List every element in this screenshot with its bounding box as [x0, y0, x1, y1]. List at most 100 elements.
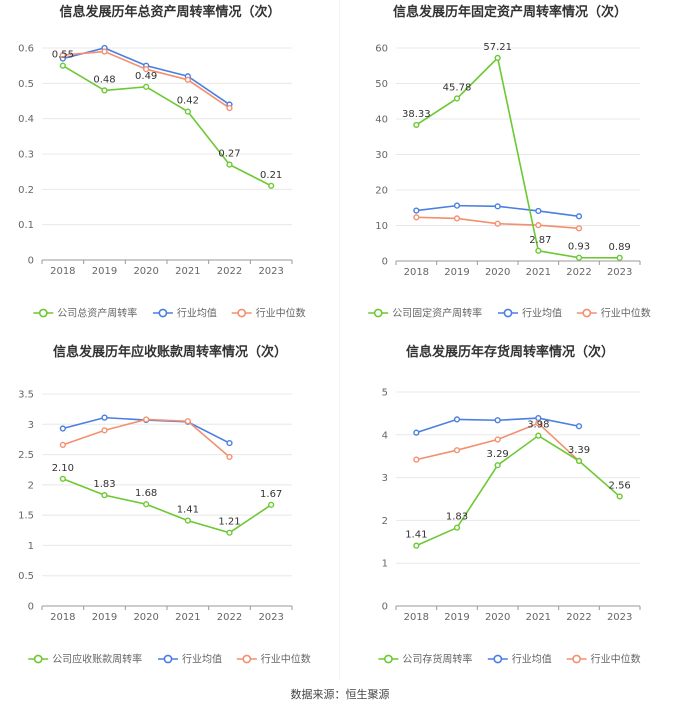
chart-title: 信息发展历年应收账款周转率情况（次）: [53, 344, 287, 360]
data-point: [575, 254, 583, 261]
x-tick-label: 2019: [92, 266, 117, 277]
data-label: 2.56: [609, 480, 631, 491]
x-tick-label: 2018: [404, 612, 429, 623]
chart-panel-inventory-turnover: 信息发展历年存货周转率情况（次） 0 1 2 3 4 5 2018 2019 2020 2021 20…: [340, 340, 680, 680]
x-tick-label: 2023: [607, 612, 632, 623]
legend-item[interactable]: 行业均值: [487, 653, 552, 666]
data-point: [494, 203, 501, 210]
data-point: [494, 54, 501, 62]
chart-inventory-turnover: 信息发展历年存货周转率情况（次） 0 1 2 3 4 5 2018 2019 2020 2021 20…: [378, 344, 641, 666]
data-label: 1.21: [218, 517, 240, 528]
legend-label: 行业均值: [177, 307, 217, 320]
legend-item[interactable]: 公司固定资产周转率: [368, 307, 482, 320]
y-tick-label: 2: [382, 516, 388, 527]
data-label: 0.89: [609, 242, 631, 253]
y-tick-label: 3: [382, 473, 388, 484]
x-tick-label: 2023: [258, 266, 283, 277]
x-tick-label: 2020: [133, 266, 158, 277]
y-tick-label: 0.5: [18, 79, 34, 90]
legend-item[interactable]: 行业中位数: [236, 653, 311, 666]
data-label: 1.83: [446, 512, 468, 523]
data-label: 0.49: [135, 71, 157, 82]
data-point: [413, 214, 420, 221]
data-point: [59, 441, 66, 448]
chart-title: 信息发展历年存货周转率情况（次）: [406, 344, 614, 360]
data-label: 0.48: [93, 74, 115, 85]
legend-item[interactable]: 公司存货周转率: [378, 653, 472, 666]
y-tick-label: 3: [28, 420, 34, 431]
legend-item[interactable]: 行业均值: [152, 307, 217, 320]
y-tick-label: 4: [382, 430, 388, 441]
x-tick-label: 2021: [526, 267, 551, 278]
data-point: [616, 493, 623, 500]
legend-label: 公司应收账款周转率: [52, 653, 142, 666]
y-tick-label: 5: [382, 388, 388, 399]
data-point: [226, 439, 233, 447]
x-tick-label: 2018: [404, 267, 429, 278]
legend-label: 公司总资产周转率: [57, 307, 137, 320]
data-point: [575, 225, 583, 232]
x-tick-label: 2023: [258, 612, 283, 623]
data-point: [101, 427, 108, 434]
series-line: [415, 56, 620, 259]
y-tick-label: 50: [375, 79, 388, 90]
chart-total-asset-turnover: 信息发展历年总资产周转率情况（次） 0 0.1 0.2 0.3 0.4 0.5 0.6 2018…: [18, 4, 306, 320]
panel-divider: [339, 0, 340, 680]
x-tick-label: 2019: [444, 612, 469, 623]
x-tick-label: 2020: [485, 267, 510, 278]
legend-item[interactable]: 行业中位数: [231, 307, 306, 320]
data-label: 0.42: [177, 96, 199, 107]
legend-item[interactable]: 行业均值: [498, 307, 562, 320]
y-tick-label: 60: [375, 44, 388, 55]
data-point: [184, 76, 191, 83]
legend-marker-icon: [572, 654, 581, 664]
x-tick-label: 2022: [217, 612, 242, 623]
data-point: [101, 414, 108, 421]
data-point: [101, 492, 108, 499]
x-tick-label: 2022: [217, 266, 242, 277]
chart-panel-fixed-asset-turnover: 信息发展历年固定资产周转率情况（次） 0 10 20 30 40 50 60 2018 2019 2…: [340, 0, 680, 340]
legend-marker-icon: [237, 308, 247, 318]
legend-item[interactable]: 行业中位数: [576, 307, 651, 320]
data-point: [143, 83, 150, 90]
chart-title: 信息发展历年总资产周转率情况（次）: [59, 4, 280, 20]
y-tick-label: 2.5: [18, 450, 34, 461]
data-point: [494, 462, 501, 469]
data-label: 1.67: [260, 489, 282, 500]
legend-item[interactable]: 公司总资产周转率: [33, 307, 137, 320]
legend-label: 行业中位数: [256, 307, 306, 320]
data-point: [453, 215, 461, 222]
data-point: [268, 501, 275, 508]
series-line: [62, 418, 231, 458]
y-tick-label: 0.6: [18, 44, 34, 55]
y-tick-label: 0.3: [18, 150, 34, 161]
legend-item[interactable]: 行业均值: [158, 653, 222, 666]
y-tick-label: 0: [28, 602, 34, 613]
data-point: [184, 108, 191, 115]
data-label: 0.27: [218, 149, 240, 160]
data-point: [575, 213, 583, 220]
data-label: 1.83: [93, 479, 115, 490]
chart-fixed-asset-turnover: 信息发展历年固定资产周转率情况（次） 0 10 20 30 40 50 60 2018 2019 2…: [368, 4, 651, 320]
x-tick-label: 2021: [175, 612, 200, 623]
data-label: 0.55: [52, 50, 74, 61]
legend-item[interactable]: 行业中位数: [566, 653, 641, 666]
data-label: 1.68: [135, 488, 157, 499]
data-source-label: 数据来源：恒生聚源: [290, 688, 390, 701]
legend-marker-icon: [503, 308, 513, 318]
data-point: [535, 420, 542, 427]
x-tick-label: 2019: [92, 612, 117, 623]
y-tick-label: 2: [28, 480, 34, 491]
chart-receivables-turnover: 信息发展历年应收账款周转率情况（次） 0 0.5 1 1.5 2 2.5 3 3.5 2018 20…: [18, 344, 311, 666]
data-point: [184, 418, 191, 425]
legend-item[interactable]: 公司应收账款周转率: [28, 653, 142, 666]
data-point: [59, 475, 66, 482]
data-point: [535, 222, 542, 229]
y-tick-label: 30: [375, 150, 388, 161]
data-point: [453, 447, 461, 454]
data-label: 3.39: [568, 445, 590, 456]
data-label: 0.93: [568, 242, 590, 253]
legend-marker-icon: [33, 654, 43, 664]
data-point: [59, 425, 66, 432]
y-tick-label: 0: [382, 257, 388, 268]
